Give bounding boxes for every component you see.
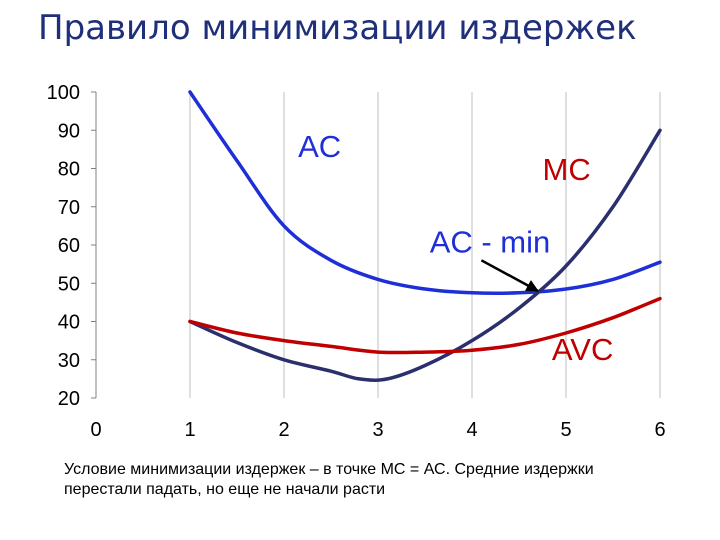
caption-text: Условие минимизации издержек – в точке М… bbox=[64, 461, 594, 498]
series-line-ac bbox=[188, 90, 662, 295]
grid-lines bbox=[189, 92, 661, 398]
min-arrow-line bbox=[480, 259, 539, 292]
series-lines bbox=[188, 90, 662, 382]
x-tick-label: 5 bbox=[560, 419, 571, 441]
curve-labels: AC MC AC - min AVC bbox=[298, 129, 613, 367]
x-tick-label: 2 bbox=[278, 419, 289, 441]
y-tick-label: 20 bbox=[58, 388, 80, 410]
y-tick-label: 60 bbox=[58, 235, 80, 257]
series-line-mc bbox=[188, 128, 662, 382]
y-tick-label: 30 bbox=[58, 350, 80, 372]
series-line-avc bbox=[188, 296, 662, 355]
y-tick-label: 40 bbox=[58, 312, 80, 334]
min-arrow bbox=[480, 259, 539, 292]
x-tick-label: 6 bbox=[654, 419, 665, 441]
y-tick-label: 70 bbox=[58, 197, 80, 219]
x-tick-label: 4 bbox=[466, 419, 477, 441]
curve-label-ac: AC bbox=[298, 129, 341, 164]
curve-label-avc: AVC bbox=[552, 332, 613, 367]
y-tick-label: 50 bbox=[58, 273, 80, 295]
x-tick-label: 0 bbox=[90, 419, 101, 441]
curve-label-mc: MC bbox=[543, 152, 591, 187]
curve-label-ac-min: AC - min bbox=[430, 225, 551, 260]
page-title: Правило минимизации издержек bbox=[38, 8, 637, 48]
y-tick-label: 90 bbox=[58, 120, 80, 142]
tick-labels: 20 30 40 50 60 70 80 90 100 0 1 2 3 4 5 6 bbox=[47, 82, 666, 441]
x-tick-label: 1 bbox=[184, 419, 195, 441]
x-tick-label: 3 bbox=[372, 419, 383, 441]
y-tick-label: 100 bbox=[47, 82, 80, 104]
axes bbox=[91, 91, 97, 399]
y-tick-label: 80 bbox=[58, 159, 80, 181]
